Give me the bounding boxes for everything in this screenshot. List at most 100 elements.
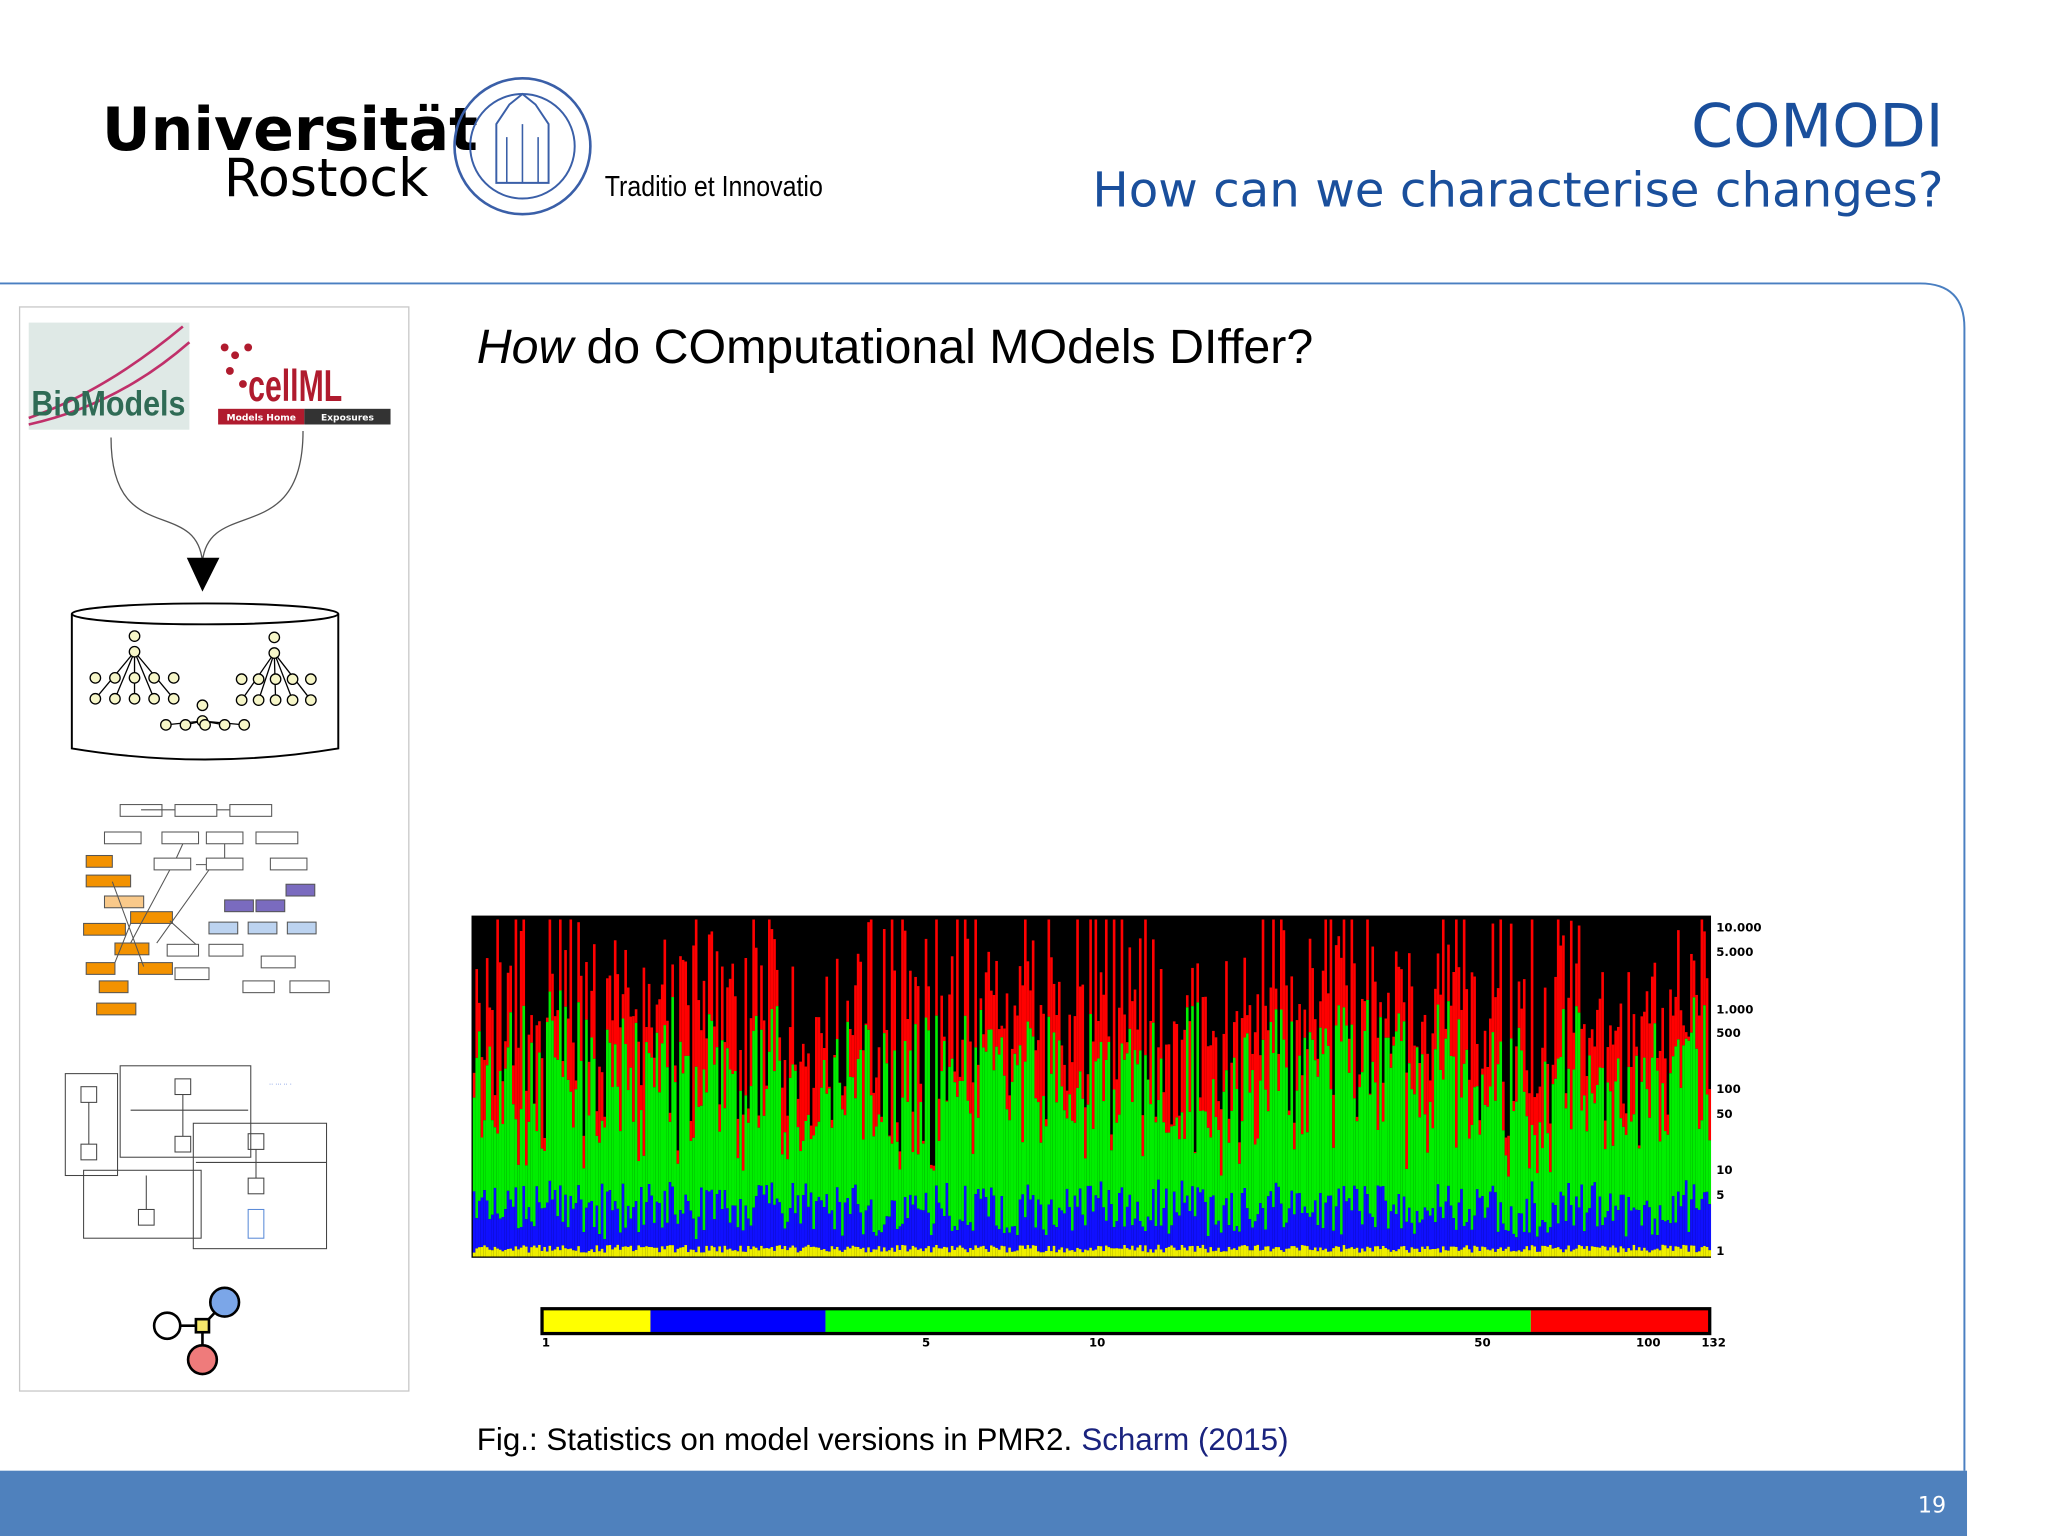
heat-blue [1596,1226,1599,1248]
heat-red [1400,969,1403,1042]
heat-blue [1162,1208,1166,1253]
heat-blue [1081,1214,1085,1253]
heat-blue [660,1227,664,1247]
heat-red [927,986,930,1031]
heat-yellow [1280,1250,1283,1257]
heat-green [1405,1168,1408,1222]
heat-yellow [1021,1245,1024,1257]
heat-blue [514,1187,518,1247]
heat-red [877,1047,881,1115]
heat-red [1567,997,1570,1069]
heat-blue [752,1207,755,1247]
heat-red [1133,989,1137,1051]
heat-red [801,1043,805,1141]
heat-green [582,1168,586,1233]
heat-blue [512,1206,515,1251]
heat-yellow [903,1245,907,1257]
heat-red [1243,957,1247,1038]
heat-red [1556,919,1560,1059]
heat-green [1622,1126,1625,1195]
heat-red [948,994,951,1067]
heat-blue [509,1199,512,1249]
heat-red [1554,976,1557,1079]
heat-blue [1577,1207,1581,1245]
heat-yellow [749,1249,753,1257]
caption-citation[interactable]: Scharm (2015) [1081,1422,1288,1457]
heat-green [687,1055,690,1202]
heat-blue [749,1225,753,1250]
heat-blue [1606,1211,1610,1251]
heat-yellow [679,1247,682,1257]
heat-red [1664,1058,1667,1132]
heat-blue [1094,1195,1098,1250]
heat-green [1008,1120,1011,1233]
heat-green [841,1109,844,1236]
heat-green [1154,1122,1158,1227]
heat-yellow [561,1245,565,1257]
heat-blue [1253,1221,1257,1246]
heat-yellow [1428,1249,1432,1257]
heat-red [922,1140,925,1144]
heat-yellow [1507,1246,1510,1257]
heat-yellow [707,1250,711,1257]
heat-blue [859,1212,863,1249]
heat-yellow [600,1248,604,1257]
heat-green [512,1104,515,1207]
heat-yellow [885,1251,889,1257]
heat-blue [976,1189,980,1248]
heat-yellow [1167,1246,1171,1257]
heat-green [600,1120,604,1184]
heat-blue [1266,1196,1270,1247]
heat-blue [1185,1195,1189,1251]
heat-green [1418,1117,1422,1223]
heat-yellow [1640,1250,1644,1257]
heat-green [1648,1117,1651,1208]
heat-green [1434,1049,1437,1223]
heat-blue [1462,1225,1466,1248]
heat-green [1324,1028,1328,1203]
heat-yellow [1003,1246,1006,1257]
heat-red [475,969,479,1058]
heat-green [940,1071,944,1209]
scale-label: 5.000 [1716,945,1753,959]
heat-yellow [1110,1248,1113,1257]
heat-green [893,1050,896,1201]
heat-red [1418,1063,1422,1118]
heat-blue [929,1234,933,1253]
heat-red [506,972,510,1048]
heat-green [1387,1037,1390,1229]
heat-green [1285,1067,1288,1223]
heat-blue [1640,1225,1644,1251]
tree-node [89,692,102,705]
heat-red [606,978,609,1030]
heat-green [668,1121,672,1183]
heat-red [833,1054,836,1058]
heat-yellow [843,1249,847,1257]
model-trees [89,630,317,731]
heat-yellow [796,1252,800,1257]
heat-yellow [741,1251,745,1257]
heat-red [1656,1057,1659,1071]
heat-red [1708,1089,1712,1141]
heat-green [1003,1075,1006,1234]
heat-red [1624,1113,1628,1135]
heat-red [1533,1097,1536,1136]
heat-yellow [1005,1252,1009,1257]
heat-green [1091,1128,1095,1212]
heat-yellow [1536,1251,1539,1257]
heat-blue [864,1210,868,1253]
heat-green [1358,1087,1361,1211]
heat-yellow [1285,1248,1288,1257]
heat-blue [1138,1221,1142,1246]
heat-yellow [1603,1246,1607,1257]
heat-yellow [475,1248,479,1257]
heat-blue [1413,1233,1416,1249]
heat-red [556,1010,560,1060]
heat-yellow [1118,1248,1121,1257]
heat-yellow [1157,1244,1160,1257]
heat-yellow [501,1251,505,1257]
heat-blue [517,1228,520,1250]
heat-blue [1196,1187,1200,1246]
heat-yellow [830,1246,834,1257]
heat-blue [924,1192,928,1249]
